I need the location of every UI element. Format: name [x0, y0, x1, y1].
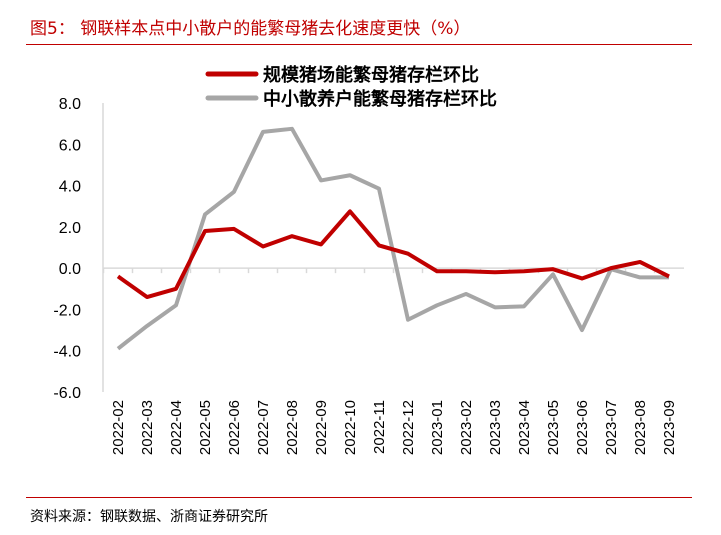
x-tick-label: 2023-07 — [603, 400, 620, 455]
x-tick-label: 2022-08 — [284, 400, 301, 455]
x-tick-label: 2023-02 — [458, 400, 475, 455]
x-tick-label: 2023-05 — [545, 400, 562, 455]
y-tick-label: 2.0 — [59, 220, 81, 237]
y-tick-label: 0.0 — [59, 261, 81, 278]
x-tick-label: 2023-04 — [516, 400, 533, 455]
x-tick-label: 2023-03 — [487, 400, 504, 455]
series-line-1 — [116, 126, 669, 351]
legend-label: 规模猪场能繁母猪存栏环比 — [263, 64, 479, 86]
x-tick-label: 2023-06 — [574, 400, 591, 455]
x-tick-label: 2023-08 — [632, 400, 649, 455]
y-tick-label: 6.0 — [59, 137, 81, 154]
y-tick-label: -6.0 — [53, 385, 81, 402]
source-note: 资料来源：钢联数据、浙商证券研究所 — [30, 509, 268, 525]
y-tick-label: 8.0 — [59, 96, 81, 113]
x-tick-label: 2023-01 — [429, 400, 446, 455]
x-tick-label: 2022-03 — [139, 400, 156, 455]
x-tick-label: 2022-02 — [110, 400, 127, 455]
x-tick-label: 2022-04 — [168, 400, 185, 455]
figure-title: 图5： 钢联样本点中小散户的能繁母猪去化速度更快（%） — [30, 19, 471, 39]
x-tick-label: 2022-10 — [342, 400, 359, 455]
x-tick-label: 2022-09 — [313, 400, 330, 455]
title-divider — [26, 44, 692, 45]
y-tick-label: -2.0 — [53, 302, 81, 319]
x-tick-label: 2022-06 — [226, 400, 243, 455]
x-tick-label: 2022-12 — [400, 400, 417, 455]
series-line-0 — [116, 209, 670, 300]
x-tick-label: 2022-11 — [371, 400, 388, 454]
source-divider — [26, 497, 692, 498]
x-tick-label: 2023-09 — [661, 400, 678, 455]
x-tick-label: 2022-05 — [197, 400, 214, 455]
y-tick-label: 4.0 — [59, 179, 81, 196]
x-tick-label: 2022-07 — [255, 400, 272, 455]
y-tick-label: -4.0 — [53, 344, 81, 361]
legend-label: 中小散养户能繁母猪存栏环比 — [263, 88, 497, 110]
